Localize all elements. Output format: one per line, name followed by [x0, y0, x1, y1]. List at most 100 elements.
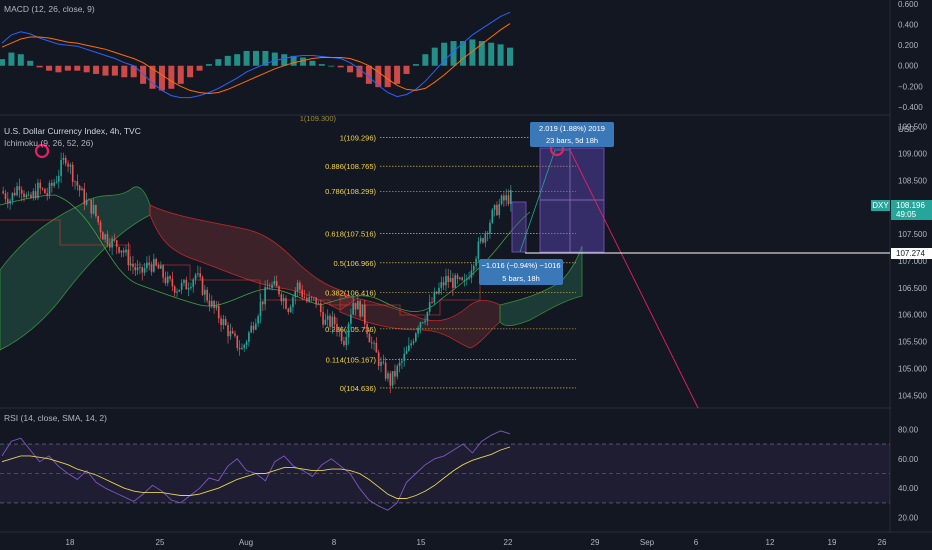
svg-text:5 bars, 18h: 5 bars, 18h — [502, 274, 540, 283]
candle-body — [194, 274, 197, 280]
price-axis-tick: 104.500 — [898, 391, 927, 400]
candle-body — [296, 282, 299, 292]
candle-body — [273, 281, 276, 285]
candle-body — [210, 300, 213, 307]
candle-body — [27, 194, 30, 196]
svg-text:−1.016 (−0.94%) −1016: −1.016 (−0.94%) −1016 — [481, 261, 560, 270]
candle-body — [6, 199, 9, 204]
candle-body — [51, 182, 53, 186]
horizontal-line-price-tag[interactable]: 107.274 — [891, 248, 932, 259]
time-axis-tick: 25 — [156, 538, 165, 547]
candle-body — [102, 232, 104, 240]
rsi-title[interactable]: RSI (14, close, SMA, 14, 2) — [4, 413, 107, 423]
candle-body — [347, 323, 350, 337]
macd-histogram-bar — [497, 44, 504, 66]
candle-body — [259, 301, 262, 317]
candle-body — [20, 189, 23, 194]
macd-histogram-bar — [290, 55, 297, 66]
candle-body — [445, 276, 447, 286]
projection-path-down[interactable] — [569, 149, 699, 409]
candle-body — [324, 319, 327, 325]
candle-body — [248, 332, 250, 342]
candle-body — [201, 277, 204, 295]
candle-body — [431, 302, 433, 304]
svg-text:2.019 (1.88%) 2019: 2.019 (1.88%) 2019 — [539, 124, 605, 133]
candle-body — [132, 263, 134, 267]
time-axis-tick: 29 — [591, 538, 600, 547]
candle-body — [292, 297, 294, 308]
macd-histogram-bar — [459, 41, 466, 66]
fib-level-label-partial: 1(109.300) — [300, 114, 337, 123]
candle-body — [25, 194, 28, 198]
candle-body — [143, 268, 146, 273]
macd-histogram-bar — [328, 65, 335, 67]
candle-body — [92, 205, 95, 214]
candle-body — [377, 352, 380, 366]
candle-body — [146, 262, 148, 269]
candle-body — [4, 193, 7, 200]
macd-histogram-bar — [375, 65, 382, 88]
macd-histogram-bar — [403, 65, 410, 74]
candle-body — [266, 287, 269, 289]
date-price-range-box-short[interactable] — [511, 201, 527, 253]
candle-body — [408, 345, 410, 351]
candle-body — [477, 241, 480, 259]
candle-body — [13, 192, 16, 196]
candle-body — [60, 159, 62, 176]
candle-body — [440, 282, 443, 288]
candle-body — [192, 279, 195, 287]
time-axis[interactable]: 18 25 Aug 8 15 22 29 Sep 6 12 19 26 — [66, 538, 887, 547]
macd-axis-tick: 0.000 — [898, 62, 919, 71]
candle-body — [301, 289, 304, 297]
candle-body — [34, 191, 37, 199]
candle-body — [162, 265, 164, 278]
candle-body — [44, 188, 46, 194]
candle-body — [489, 222, 491, 234]
candle-body — [472, 265, 475, 271]
time-axis-tick: 6 — [694, 538, 699, 547]
price-axis[interactable]: 0.600 0.400 0.200 0.000 −0.200 −0.400 109.500 1… — [898, 0, 927, 523]
ichimoku-title[interactable]: Ichimoku (9, 26, 52, 26) — [4, 138, 94, 148]
candle-body — [157, 265, 160, 269]
candle-body — [505, 195, 508, 201]
svg-text:49:05: 49:05 — [896, 210, 917, 219]
candle-body — [9, 200, 11, 204]
symbol-title[interactable]: U.S. Dollar Currency Index, 4h, TVC — [4, 126, 141, 136]
candle-body — [204, 289, 206, 295]
candle-body — [141, 267, 144, 273]
candle-body — [470, 270, 473, 278]
projection-path-up[interactable] — [519, 149, 570, 253]
candle-body — [271, 284, 273, 289]
candle-body — [64, 157, 67, 164]
candle-body — [403, 353, 406, 361]
candle-body — [90, 199, 93, 214]
candle-body — [99, 222, 102, 233]
macd-histogram-bar — [140, 65, 147, 84]
macd-histogram-bar — [431, 47, 438, 66]
candle-body — [129, 263, 132, 266]
candle-body — [303, 296, 306, 298]
macd-histogram-bar — [83, 65, 90, 73]
candle-body — [264, 287, 266, 305]
candle-body — [95, 205, 97, 217]
candle-body — [389, 373, 392, 386]
candle-body — [282, 298, 285, 302]
price-axis-tick: 108.500 — [898, 176, 927, 185]
candle-body — [108, 244, 111, 248]
candle-body — [496, 204, 498, 216]
svg-text:108.196: 108.196 — [896, 201, 925, 210]
candle-body — [252, 325, 255, 330]
candle-body — [461, 277, 463, 280]
candle-body — [23, 193, 25, 198]
time-axis-tick: Aug — [239, 538, 253, 547]
rsi-axis-tick: 80.00 — [898, 425, 919, 434]
last-price-tag[interactable]: DXY 108.196 49:05 — [871, 200, 932, 220]
macd-histogram-bar — [507, 47, 513, 66]
candle-body — [391, 371, 394, 386]
macd-title[interactable]: MACD (12, 26, close, 9) — [4, 4, 95, 14]
candle-body — [479, 238, 482, 242]
macd-axis-tick: 0.200 — [898, 41, 919, 50]
candle-body — [2, 191, 4, 194]
macd-histogram-bar — [17, 54, 24, 66]
candle-body — [294, 291, 297, 298]
